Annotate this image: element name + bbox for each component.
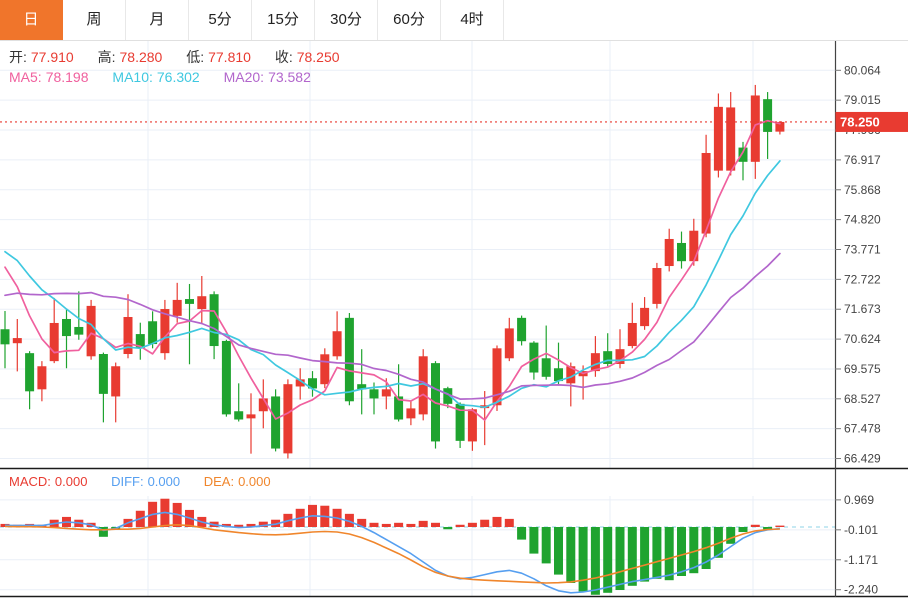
open-label: 开: [9,49,27,65]
low-label: 低: [186,49,205,65]
open-value: 77.910 [30,49,74,65]
ma5-value: 78.198 [45,69,89,85]
svg-text:-0.101: -0.101 [844,523,878,537]
close-label: 收: [274,49,293,65]
svg-text:-1.171: -1.171 [844,553,878,567]
high-label: 高: [97,49,116,65]
period-tabbar: 日 周 月 5分 15分 30分 60分 4时 [0,0,908,41]
macd-readout: MACD: 0.000 DIFF: 0.000 DEA: 0.000 [9,474,275,489]
ma10-label: MA10: [112,69,153,85]
svg-text:80.064: 80.064 [844,63,881,77]
svg-text:66.429: 66.429 [844,452,881,466]
tab-30min[interactable]: 30分 [315,0,378,40]
svg-text:74.820: 74.820 [844,213,881,227]
svg-text:76.917: 76.917 [844,153,881,167]
svg-text:0.969: 0.969 [844,493,874,507]
svg-text:73.771: 73.771 [844,242,881,256]
svg-text:68.527: 68.527 [844,392,881,406]
ma-readout: MA5: 78.198 MA10: 76.302 MA20: 73.582 [9,69,315,85]
high-value: 78.280 [119,49,163,65]
ma20-label: MA20: [223,69,265,85]
svg-text:67.478: 67.478 [844,422,881,436]
close-value: 78.250 [296,49,340,65]
ma20-value: 73.582 [268,69,311,85]
tab-month[interactable]: 月 [126,0,189,40]
svg-text:72.722: 72.722 [844,272,881,286]
svg-text:78.250: 78.250 [840,114,880,129]
ma5-label: MA5: [9,69,42,85]
tab-4hour[interactable]: 4时 [441,0,504,40]
tab-day[interactable]: 日 [0,0,63,40]
svg-text:-2.240: -2.240 [844,583,878,597]
svg-text:71.673: 71.673 [844,302,881,316]
svg-text:70.624: 70.624 [844,332,881,346]
macd-label: MACD: [9,474,51,489]
tab-week[interactable]: 周 [63,0,126,40]
dea-label: DEA: [203,474,235,489]
svg-text:79.015: 79.015 [844,93,881,107]
macd-value: 0.000 [54,474,88,489]
tab-60min[interactable]: 60分 [378,0,441,40]
svg-text:69.575: 69.575 [844,362,881,376]
dea-value: 0.000 [238,474,271,489]
tab-5min[interactable]: 5分 [189,0,252,40]
low-value: 77.810 [208,49,251,65]
ma10-value: 76.302 [156,69,200,85]
diff-label: DIFF: [111,474,144,489]
tab-15min[interactable]: 15分 [252,0,315,40]
svg-text:75.868: 75.868 [844,183,881,197]
diff-value: 0.000 [147,474,181,489]
ohlc-readout: 开: 77.910 高: 78.280 低: 77.810 收: 78.250 [9,47,344,67]
